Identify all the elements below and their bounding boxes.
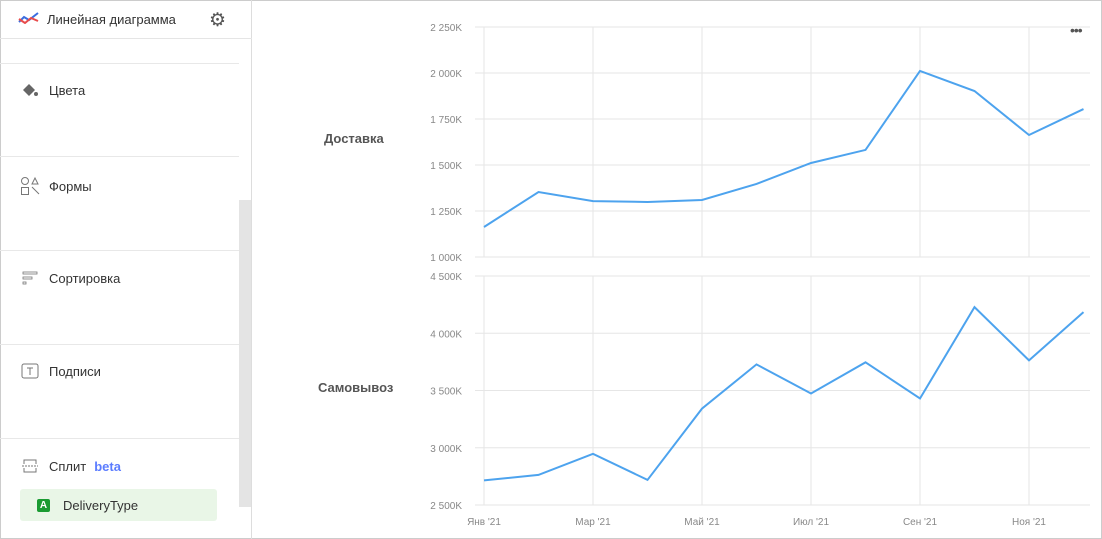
split-field-chip[interactable]: A DeliveryType (20, 489, 217, 521)
divider (0, 156, 239, 157)
y-tick-label: 3 500K (430, 387, 462, 398)
x-tick-label: Май '21 (684, 517, 720, 528)
split-label-pickup: Самовывоз (318, 380, 394, 395)
chart-type-selector[interactable]: Линейная диаграмма (0, 0, 252, 39)
y-tick-label: 2 250K (430, 23, 462, 34)
split-label-delivery: Доставка (324, 131, 384, 146)
y-tick-label: 2 000K (430, 69, 462, 80)
divider (0, 250, 239, 251)
y-tick-label: 4 500K (430, 272, 462, 283)
settings-sidebar: Линейная диаграмма ⚙ Цвета Формы Сортиро… (0, 0, 252, 539)
section-label: Подписи (49, 363, 101, 379)
split-icon (20, 457, 40, 475)
y-tick-label: 2 500K (430, 501, 462, 512)
y-tick-label: 1 750K (430, 115, 462, 126)
y-tick-label: 1 500K (430, 161, 462, 172)
string-type-badge: A (37, 498, 50, 512)
shapes-icon (20, 176, 40, 196)
section-label: Цвета (49, 82, 86, 98)
x-tick-label: Мар '21 (575, 517, 611, 528)
field-name: DeliveryType (63, 497, 139, 513)
text-label-icon (20, 363, 40, 379)
y-tick-label: 1 000K (430, 253, 462, 264)
beta-badge: beta (94, 458, 121, 474)
series-line (483, 69, 1084, 228)
paint-bucket-icon (20, 82, 40, 98)
line-chart-icon (18, 11, 39, 27)
section-shapes[interactable]: Формы (20, 176, 92, 196)
section-label: Сплит (49, 458, 87, 474)
chart-type-label: Линейная диаграмма (47, 11, 176, 27)
section-split[interactable]: Сплит beta (20, 457, 121, 475)
scrollbar[interactable] (239, 200, 251, 507)
section-labels[interactable]: Подписи (20, 363, 101, 379)
gear-icon[interactable]: ⚙ (209, 10, 227, 31)
more-dots-icon[interactable]: ••• (1070, 22, 1083, 38)
section-label: Формы (49, 178, 92, 194)
y-tick-label: 3 000K (430, 444, 462, 455)
x-tick-label: Сен '21 (903, 517, 938, 528)
y-tick-label: 4 000K (430, 329, 462, 340)
divider (0, 438, 239, 439)
sort-icon (20, 270, 40, 286)
series-line (483, 305, 1085, 482)
x-tick-label: Июл '21 (793, 517, 830, 528)
section-colors[interactable]: Цвета (20, 82, 85, 98)
divider (0, 344, 239, 345)
x-tick-label: Янв '21 (467, 517, 501, 528)
divider (0, 63, 239, 64)
section-sort[interactable]: Сортировка (20, 270, 120, 286)
section-label: Сортировка (49, 270, 121, 286)
y-tick-label: 1 250K (430, 207, 462, 218)
x-tick-label: Ноя '21 (1012, 517, 1046, 528)
